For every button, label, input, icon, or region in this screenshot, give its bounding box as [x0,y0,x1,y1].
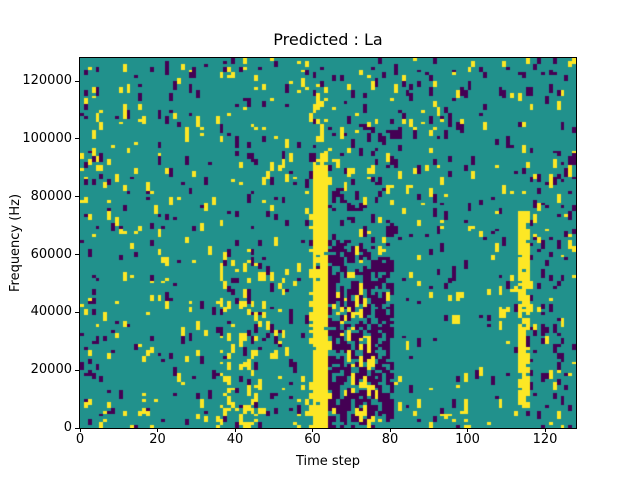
x-tick [157,428,158,432]
heatmap-canvas [80,58,576,428]
x-tick-label: 60 [304,432,321,447]
plot-area [79,57,577,429]
x-tick [544,428,546,432]
chart-title: Predicted : La [273,30,383,49]
y-tick-label: 100000 [22,130,72,146]
y-tick [75,80,79,82]
y-tick [75,254,79,256]
y-tick [75,196,79,198]
x-tick-label: 40 [226,432,244,447]
x-tick [389,428,391,432]
x-tick-label: 20 [149,432,166,447]
x-axis-label: Time step [295,454,361,469]
y-tick-label: 40000 [30,304,72,320]
y-tick [75,138,79,140]
y-tick-label: 20000 [30,362,72,378]
y-tick-label: 120000 [22,73,72,89]
x-tick-label: 100 [455,432,480,447]
y-tick-label: 0 [63,420,72,435]
y-tick [75,369,79,371]
x-tick [79,428,81,432]
x-tick [467,428,468,432]
x-tick [312,428,313,432]
x-tick-label: 120 [532,432,558,447]
x-tick [234,428,236,432]
y-tick [75,311,79,313]
x-tick-label: 0 [75,432,85,447]
y-tick [75,427,79,429]
y-tick-label: 80000 [30,188,72,204]
y-axis-label: Frequency (Hz) [8,193,23,293]
x-tick-label: 80 [381,432,399,447]
y-tick-label: 60000 [30,246,72,262]
